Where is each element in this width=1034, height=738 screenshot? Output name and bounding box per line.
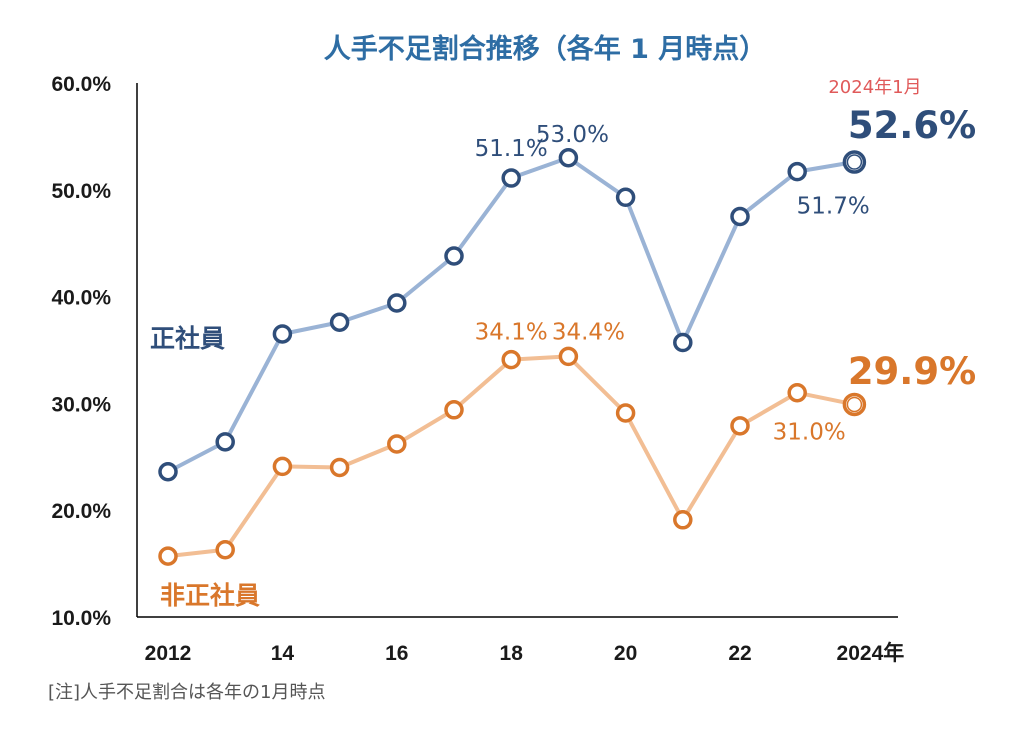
data-point-nonregular (444, 400, 464, 420)
highlight-value-nonregular: 29.9% (848, 350, 976, 393)
data-label-nonregular: 31.0% (773, 420, 846, 446)
data-label-regular: 53.0% (536, 122, 609, 148)
x-tick-label: 18 (500, 642, 524, 665)
series-layer (158, 148, 867, 566)
data-point-nonregular (673, 510, 693, 530)
x-tick-label: 14 (271, 642, 295, 665)
y-tick-label: 20.0% (51, 500, 111, 523)
data-point-nonregular (615, 403, 636, 423)
data-point-regular (673, 332, 693, 353)
data-label-layer: 51.1%53.0% 51.7% 34.1% 34.4% 31.0% (475, 122, 870, 446)
chart-title: 人手不足割合推移（各年 1 月時点） (324, 33, 767, 65)
data-point-regular (387, 293, 407, 313)
series-name-nonregular: 非正社員 (160, 581, 260, 610)
data-point-nonregular (787, 382, 807, 403)
data-point-regular (730, 206, 750, 227)
data-point-highlight-ring (846, 154, 863, 170)
data-point-highlight-ring (846, 396, 863, 413)
data-point-nonregular (730, 416, 750, 436)
x-axis-ticks: 2012 14 16 18 20 22 2024年 (145, 641, 905, 665)
data-point-regular (329, 312, 350, 332)
x-tick-label: 2012 (145, 642, 192, 665)
series-name-regular: 正社員 (150, 324, 225, 353)
data-point-regular (787, 161, 807, 182)
data-label-regular: 51.1% (475, 136, 548, 162)
data-point-regular (272, 324, 293, 344)
y-tick-label: 50.0% (51, 180, 111, 203)
data-point-nonregular (387, 434, 407, 454)
data-label-regular: 51.7% (797, 194, 870, 220)
data-point-regular (501, 168, 521, 188)
y-axis-ticks: 10.0% 20.0% 30.0% 40.0% 50.0% 60.0% (51, 73, 111, 630)
series-line-regular (167, 155, 855, 474)
data-point-nonregular (272, 456, 293, 477)
data-point-nonregular (215, 539, 235, 560)
footnote: [注]人手不足割合は各年の1月時点 (48, 682, 326, 703)
data-point-regular (558, 148, 579, 168)
data-point-regular (158, 462, 178, 482)
y-tick-label: 60.0% (51, 73, 111, 96)
data-point-nonregular (158, 546, 178, 566)
highlight-value-regular: 52.6% (848, 104, 976, 147)
x-tick-label: 2024年 (837, 641, 905, 665)
data-point-nonregular (329, 457, 350, 478)
data-label-nonregular: 34.1% (475, 320, 548, 346)
y-tick-label: 40.0% (51, 287, 111, 310)
x-tick-label: 16 (385, 642, 408, 665)
y-tick-label: 30.0% (51, 393, 111, 416)
data-point-nonregular (558, 346, 579, 367)
annotation-2024-jan: 2024年1月 (828, 77, 921, 98)
data-point-regular (215, 432, 235, 452)
x-tick-label: 22 (728, 642, 751, 665)
data-point-regular (615, 187, 636, 208)
data-point-regular (444, 246, 464, 266)
series-line-nonregular (167, 354, 855, 559)
y-tick-label: 10.0% (51, 607, 111, 630)
x-tick-label: 20 (614, 642, 637, 665)
data-label-nonregular: 34.4% (552, 319, 625, 345)
data-point-nonregular (501, 349, 521, 370)
